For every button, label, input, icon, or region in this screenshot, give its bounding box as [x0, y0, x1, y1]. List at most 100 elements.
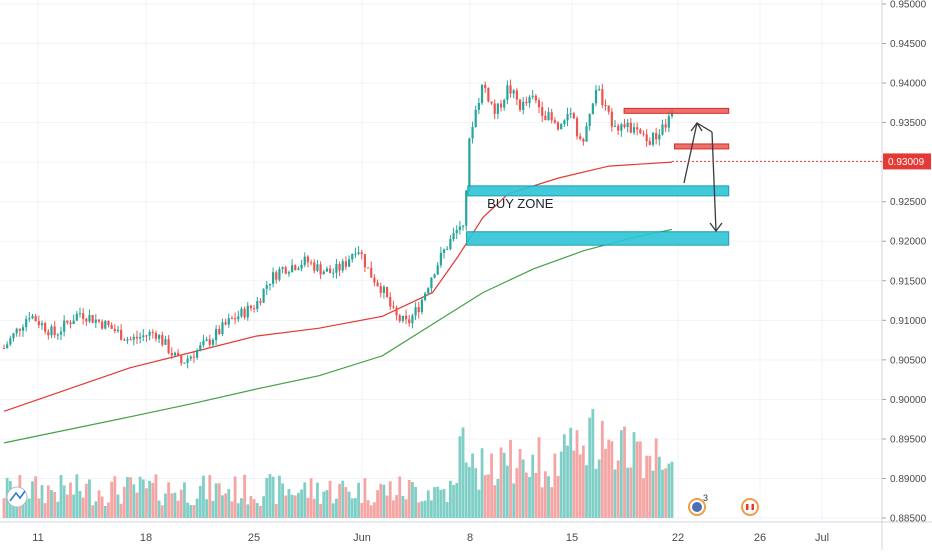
- volume-bar: [486, 474, 490, 518]
- candle-body: [325, 268, 329, 272]
- volume-bar: [214, 483, 218, 518]
- candle-body: [512, 90, 515, 94]
- candle-body: [215, 328, 218, 341]
- candle-body: [56, 334, 59, 336]
- candle-body: [47, 331, 50, 336]
- y-tick-label: 0.89500: [890, 434, 927, 445]
- candle-body: [629, 122, 632, 133]
- volume-bar: [588, 417, 592, 518]
- x-tick-label: 22: [672, 532, 684, 544]
- candle-body: [398, 315, 401, 321]
- volume-bar: [21, 499, 25, 518]
- volume-bar: [344, 487, 348, 518]
- candle-body: [256, 301, 259, 309]
- candle-body: [620, 124, 623, 131]
- candle-body: [471, 126, 474, 139]
- candle-body: [575, 118, 579, 137]
- volume-bar: [547, 476, 550, 518]
- candle-body: [139, 336, 142, 339]
- volume-bar: [410, 481, 414, 518]
- volume-bar: [278, 475, 281, 518]
- candle-body: [632, 127, 636, 133]
- candle-body: [648, 141, 651, 145]
- candle-body: [75, 313, 78, 321]
- volume-bar: [34, 476, 38, 518]
- volume-bar: [395, 495, 398, 518]
- candle-body: [442, 249, 446, 253]
- candle-body: [509, 85, 512, 94]
- volume-bar: [518, 449, 522, 518]
- volume-bar: [619, 430, 623, 518]
- candle-body: [623, 124, 626, 127]
- candle-body: [636, 127, 639, 130]
- candle-body: [449, 239, 452, 250]
- candle-body: [290, 265, 294, 273]
- volume-bar: [461, 427, 465, 518]
- candle-body: [85, 318, 88, 322]
- volume-bar: [208, 475, 212, 518]
- volume-bar: [423, 500, 427, 518]
- candle-body: [78, 313, 82, 315]
- candle-body: [420, 299, 423, 313]
- volume-bar: [496, 479, 500, 518]
- volume-bar: [528, 476, 531, 518]
- candle-body: [271, 272, 275, 284]
- volume-bar: [126, 477, 129, 518]
- volume-bar: [638, 441, 642, 518]
- candle-body: [259, 301, 262, 303]
- candle-body: [123, 339, 126, 341]
- buy-zone-label: BUY ZONE: [487, 196, 554, 211]
- y-tick-label: 0.88500: [890, 514, 927, 525]
- candle-body: [142, 335, 145, 337]
- flag-stripe: [748, 504, 752, 510]
- candle-body: [496, 103, 499, 114]
- candle-body: [373, 277, 376, 283]
- volume-bar: [562, 434, 566, 518]
- candle-body: [547, 112, 550, 121]
- candle-body: [455, 230, 458, 234]
- resistance-zone: [623, 107, 730, 114]
- volume-bar: [480, 448, 484, 518]
- candle-body: [503, 99, 506, 108]
- volume-bar: [382, 484, 386, 518]
- candle-body: [284, 267, 287, 274]
- candle-body: [316, 264, 319, 271]
- candle-body: [173, 352, 177, 356]
- candle-body: [363, 254, 367, 268]
- volume-bar: [379, 483, 383, 518]
- candle-body: [107, 320, 110, 325]
- candle-body: [613, 125, 617, 127]
- candle-body: [189, 356, 192, 359]
- candle-body: [408, 319, 411, 324]
- candle-body: [439, 252, 442, 266]
- volume-bar: [407, 479, 411, 518]
- volume-bar: [268, 474, 272, 518]
- candle-body: [531, 95, 534, 97]
- volume-bar: [550, 487, 554, 518]
- candle-body: [667, 116, 670, 128]
- candle-body: [59, 331, 63, 335]
- volume-bar: [145, 488, 148, 518]
- volume-bar: [572, 450, 576, 518]
- volume-bar: [113, 476, 117, 518]
- volume-bar: [455, 482, 459, 518]
- volume-bar: [426, 490, 430, 518]
- candle-body: [560, 124, 563, 130]
- volume-bar: [404, 499, 408, 518]
- candle-body: [183, 362, 186, 364]
- candle-body: [164, 339, 167, 345]
- volume-bar: [233, 476, 237, 518]
- volume-bar: [322, 491, 326, 518]
- candle-body: [28, 318, 31, 320]
- volume-bar: [363, 478, 367, 518]
- volume-bar: [521, 459, 525, 518]
- candle-body: [598, 89, 601, 91]
- x-tick-label: 18: [140, 532, 152, 544]
- candle-body: [21, 327, 25, 331]
- volume-bar: [645, 455, 649, 518]
- candle-body: [63, 320, 66, 332]
- volume-bar: [448, 480, 452, 518]
- volume-bar: [262, 496, 266, 518]
